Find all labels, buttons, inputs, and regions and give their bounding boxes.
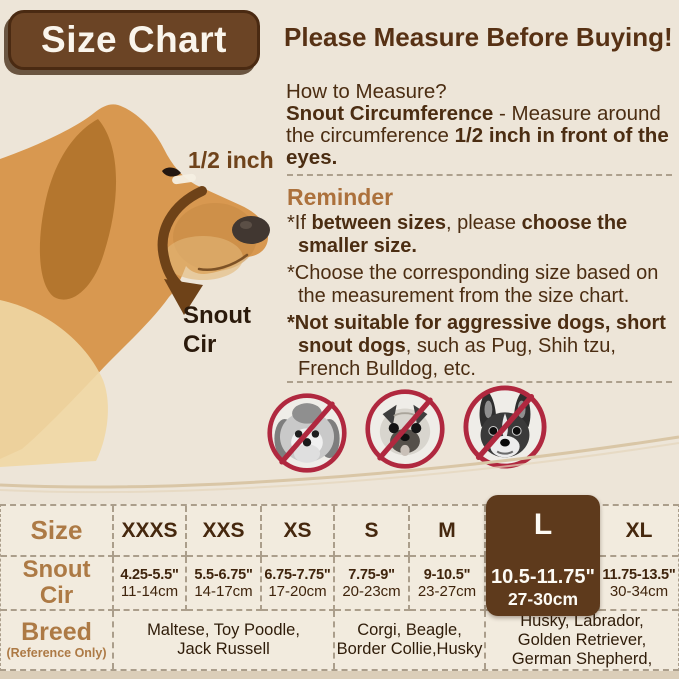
snout-val-xs: 6.75-7.75" 17-20cm: [262, 557, 335, 611]
size-chart-badge: Size Chart: [8, 10, 260, 70]
dog-nose-highlight: [240, 221, 252, 229]
reminder-heading: Reminder: [287, 184, 394, 210]
prohibited-french-bulldog-icon: [462, 384, 548, 475]
reminder-3-text: , such as Pug, Shih tzu, French Bulldog,…: [298, 335, 616, 380]
size-col-xl: XL: [600, 506, 678, 557]
breed-row-label: Breed (Reference Only): [1, 611, 114, 669]
dog-nose: [232, 216, 270, 244]
snout-cir-label-line2: Cir: [183, 331, 217, 358]
snout-val-xl: 11.75-13.5" 30-34cm: [600, 557, 678, 611]
reminder-1-bold-2: choose the smaller size.: [298, 212, 628, 257]
page-title: Please Measure Before Buying!: [284, 22, 673, 52]
breed-group-medium: Corgi, Beagle, Border Collie,Husky: [335, 611, 486, 669]
snout-val-xxxs: 4.25-5.5" 11-14cm: [114, 557, 187, 611]
reminder-item-3: *Not suitable for aggressive dogs, short…: [287, 312, 679, 381]
divider-top: [287, 174, 672, 176]
reminder-1-text-2: , please: [445, 212, 522, 234]
snout-cir-label: Snout Cir: [183, 301, 251, 359]
dog-eye: [162, 167, 181, 177]
highlighted-size-box: [486, 495, 600, 616]
size-row-label: Size: [1, 506, 114, 557]
size-col-m: M: [410, 506, 486, 557]
reminder-item-2: *Choose the corresponding size based on …: [287, 262, 659, 307]
how-to-bold-tail: 1/2 inch in front of the eyes.: [286, 124, 669, 169]
prohibited-pug-icon: [364, 388, 446, 475]
breed-group-large: Husky, Labrador, Golden Retriever, Germa…: [511, 611, 653, 668]
highlighted-size-label: L: [533, 508, 553, 541]
reminder-item-1: *If between sizes, please choose the sma…: [287, 212, 679, 258]
dog-ear-shape: [39, 119, 117, 300]
reminder-1-text: *If: [287, 212, 312, 234]
size-table: Size XXXS XXS XS S M XL Snout Cir 4.25-5…: [0, 504, 679, 671]
highlighted-size-values: 10.5-11.75" 27-30cm: [490, 566, 595, 609]
how-to-measure-text: Snout Circumference - Measure around the…: [286, 103, 679, 169]
how-to-term: Snout Circumference: [286, 102, 494, 125]
prohibited-shih-tzu-icon: [266, 392, 348, 479]
reminder-3-bold: *Not suitable for aggressive dogs, short…: [287, 312, 666, 357]
snout-val-m: 9-10.5" 23-27cm: [410, 557, 486, 611]
measure-arrow-arc: [157, 186, 207, 293]
size-col-xs: XS: [262, 506, 335, 557]
reminder-1-bold-1: between sizes: [311, 212, 446, 234]
size-col-xxxs: XXXS: [114, 506, 187, 557]
divider-bottom: [287, 381, 672, 383]
half-inch-label: 1/2 inch: [188, 147, 274, 173]
size-chart-badge-label: Size Chart: [41, 19, 227, 60]
how-to-measure-block: How to Measure? Snout Circumference - Me…: [286, 81, 679, 169]
snout-val-xxs: 5.5-6.75" 14-17cm: [187, 557, 262, 611]
breed-group-small: Maltese, Toy Poodle, Jack Russell: [114, 611, 335, 669]
dog-muzzle-light: [163, 236, 243, 280]
snout-row-label: Snout Cir: [1, 557, 114, 611]
dog-chest-shape: [0, 300, 108, 467]
how-to-measure-heading: How to Measure?: [286, 80, 447, 103]
bottom-strip: [0, 671, 679, 679]
snout-val-s: 7.75-9" 20-23cm: [335, 557, 410, 611]
measure-arrow-head: [164, 279, 203, 315]
size-col-s: S: [335, 506, 410, 557]
measure-tick-mark: [172, 173, 196, 185]
dog-mouth-line: [197, 253, 249, 271]
reminder-list: *If between sizes, please choose the sma…: [287, 212, 679, 385]
swoosh-divider: [0, 435, 679, 494]
snout-cir-label-line1: Snout: [183, 302, 251, 329]
dog-head-illustration: [0, 104, 270, 467]
how-to-mid: - Measure around the circumference: [286, 102, 661, 147]
size-col-xxs: XXS: [187, 506, 262, 557]
highlighted-size-content: L 10.5-11.75" 27-30cm: [486, 495, 600, 616]
